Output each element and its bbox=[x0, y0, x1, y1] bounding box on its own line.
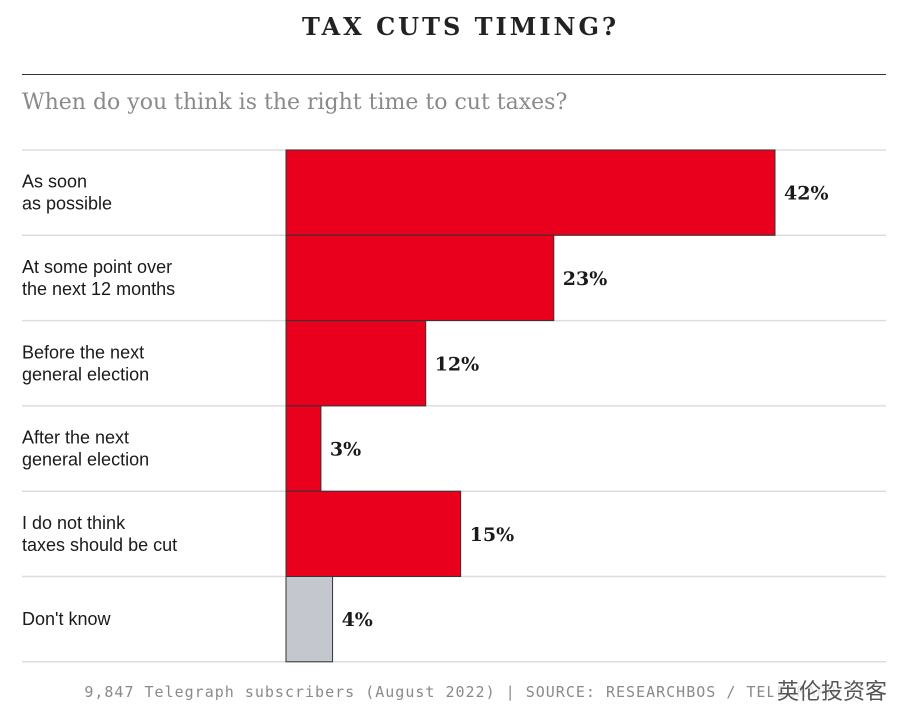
value-label: 15% bbox=[470, 524, 514, 546]
category-label: Before the next general election bbox=[22, 342, 149, 384]
category-label: After the next general election bbox=[22, 428, 149, 470]
title-divider bbox=[22, 74, 886, 75]
category-label: I do not think taxes should be cut bbox=[22, 513, 177, 555]
chart-subtitle: When do you think is the right time to c… bbox=[22, 90, 568, 115]
value-label: 3% bbox=[330, 439, 361, 461]
value-label: 4% bbox=[342, 609, 373, 631]
bar bbox=[285, 320, 427, 407]
value-label: 42% bbox=[784, 183, 829, 205]
watermark: 英伦投资客 bbox=[772, 674, 891, 706]
bar bbox=[285, 234, 555, 322]
bar bbox=[285, 405, 322, 492]
bar bbox=[285, 576, 334, 663]
category-label: At some point over the next 12 months bbox=[22, 257, 175, 299]
category-label: As soon as possible bbox=[22, 172, 112, 214]
bar bbox=[285, 149, 776, 236]
chart-title: TAX CUTS TIMING? bbox=[301, 12, 620, 41]
bar bbox=[285, 490, 462, 578]
value-label: 12% bbox=[435, 353, 480, 375]
value-label: 23% bbox=[563, 268, 608, 290]
source-note: 9,847 Telegraph subscribers (August 2022… bbox=[84, 683, 837, 701]
category-label: Don't know bbox=[22, 609, 111, 629]
